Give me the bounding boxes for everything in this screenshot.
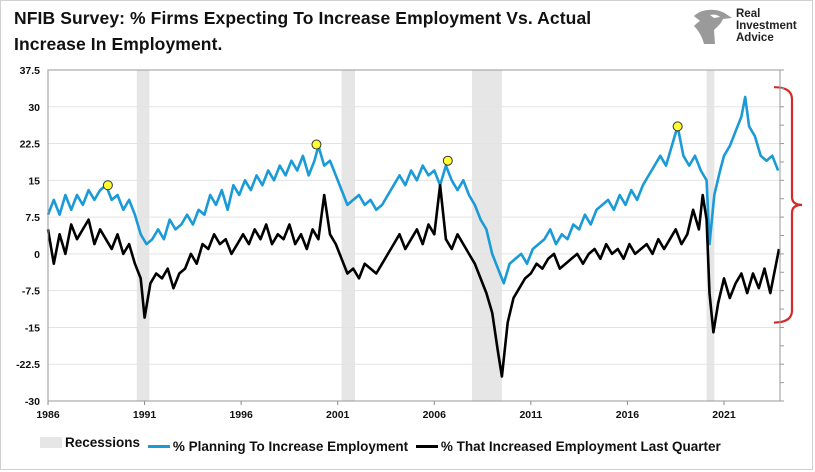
eagle-head-icon — [694, 9, 732, 45]
y-tick-label-9: -30 — [25, 396, 40, 408]
brand-line-2: Investment — [736, 20, 797, 32]
legend-item-actual: % That Increased Employment Last Quarter — [415, 439, 721, 454]
peak-marker-0 — [102, 180, 113, 191]
peak-marker-1 — [311, 139, 322, 150]
chart-title-line1: NFIB Survey: % Firms Expecting To Increa… — [14, 8, 592, 28]
legend-item-recessions: Recessions — [40, 435, 140, 450]
x-tick-label-3: 2001 — [326, 409, 350, 421]
y-tick-label-5: 0 — [34, 249, 40, 261]
planning-series-line — [46, 95, 780, 285]
legend-swatch-actual — [415, 445, 438, 448]
chart-title-line2: Increase In Employment. — [14, 34, 223, 54]
annotation-bracket — [773, 86, 803, 324]
x-tick-label-0: 1986 — [36, 409, 60, 421]
x-tick-label-5: 2011 — [519, 409, 542, 421]
brand-line-1: Real — [736, 8, 761, 20]
peak-markers — [102, 121, 683, 191]
y-tick-label-0: 37.5 — [20, 65, 41, 77]
y-tick-label-2: 22.5 — [20, 139, 41, 151]
legend-label-actual: % That Increased Employment Last Quarter — [440, 439, 721, 454]
x-tick-label-1: 1991 — [133, 409, 157, 421]
recession-band-1 — [341, 70, 356, 401]
legend-label-recessions: Recessions — [65, 435, 141, 450]
y-tick-label-7: -15 — [25, 322, 40, 334]
legend-swatch-recessions — [40, 437, 62, 448]
brand-name: Real Investment Advice — [736, 8, 797, 44]
legend-item-planning: % Planning To Increase Employment — [147, 439, 409, 454]
legend-swatch-planning — [147, 445, 170, 448]
brand-logo: Real Investment Advice — [690, 6, 810, 46]
plot-border — [47, 69, 781, 402]
legend-label-planning: % Planning To Increase Employment — [172, 439, 409, 454]
x-tick-label-6: 2016 — [616, 409, 640, 421]
y-tick-label-3: 15 — [28, 175, 40, 187]
chart-legend: Recessions % Planning To Increase Employ… — [40, 435, 725, 454]
y-tick-label-8: -22.5 — [16, 359, 40, 371]
brand-line-3: Advice — [736, 32, 774, 44]
y-tick-label-4: 7.5 — [25, 212, 40, 224]
actual-series-line — [46, 183, 781, 378]
x-tick-label-7: 2021 — [712, 409, 736, 421]
red-bracket — [773, 86, 803, 324]
series-lines — [46, 95, 781, 378]
y-tick-label-6: -7.5 — [22, 286, 40, 298]
peak-marker-2 — [442, 155, 453, 166]
y-tick-label-1: 30 — [28, 102, 40, 114]
recession-band-0 — [136, 70, 150, 401]
peak-marker-3 — [672, 121, 683, 132]
x-tick-label-4: 2006 — [423, 409, 447, 421]
x-tick-label-2: 1996 — [229, 409, 253, 421]
